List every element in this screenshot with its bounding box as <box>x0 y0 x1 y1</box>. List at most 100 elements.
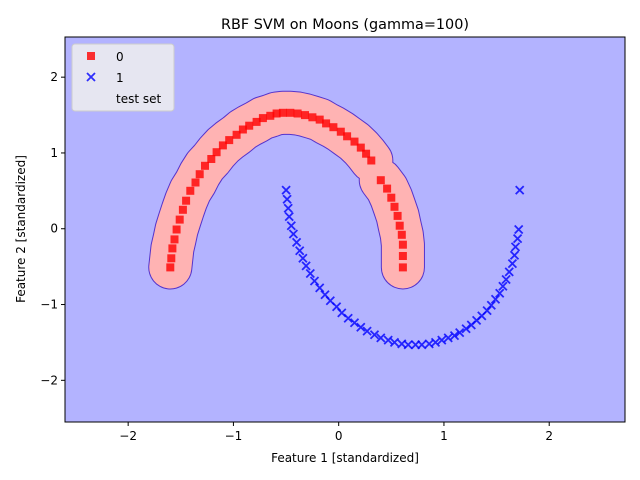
y-tick-label: 0 <box>50 222 58 236</box>
y-axis-ticks: −2 −1 0 1 2 <box>40 70 65 387</box>
series-0-point <box>336 127 345 136</box>
series-1-point <box>343 313 353 323</box>
series-0-point <box>393 211 402 220</box>
series-1-point <box>301 261 311 271</box>
plot-frame <box>64 36 626 423</box>
series-1-point <box>515 185 525 195</box>
series-1-point <box>383 335 393 345</box>
series-0-point <box>186 186 195 195</box>
series-0-point <box>376 176 385 185</box>
series-1-point <box>282 194 292 204</box>
x-axis-label: Feature 1 [standardized] <box>271 451 419 465</box>
series-0-point <box>367 156 376 165</box>
series-0-markers <box>166 108 407 272</box>
series-1-point <box>430 337 441 348</box>
legend-label-test-set: test set <box>116 92 161 106</box>
series-0-point <box>168 244 177 253</box>
series-0-point <box>395 221 404 230</box>
series-1-point <box>286 221 296 231</box>
series-1-point <box>417 340 427 350</box>
series-1-point <box>490 294 501 304</box>
class-0-region-band-1 <box>359 159 424 289</box>
series-1-point <box>461 324 471 334</box>
series-0-point <box>178 205 187 214</box>
series-0-point <box>245 121 254 130</box>
series-0-point <box>182 196 191 205</box>
series-0-point <box>343 132 352 141</box>
legend-marker-0 <box>87 52 95 60</box>
y-tick-label: 2 <box>50 70 58 84</box>
series-0-point <box>266 111 275 120</box>
series-0-point <box>225 136 234 145</box>
series-1-point <box>356 322 366 332</box>
series-0-point <box>170 235 179 244</box>
series-1-point <box>514 224 524 235</box>
series-1-point <box>362 326 372 336</box>
series-0-point <box>212 148 221 157</box>
series-1-markers <box>281 185 525 350</box>
legend-box <box>71 43 175 112</box>
series-0-point <box>315 115 324 124</box>
x-tick-label: 1 <box>440 429 448 443</box>
legend: 0 1 test set <box>71 43 175 112</box>
series-0-point <box>191 178 200 187</box>
series-0-point <box>195 170 204 179</box>
series-1-point <box>295 246 305 256</box>
legend-label-0: 0 <box>116 50 124 64</box>
series-0-point <box>238 125 247 134</box>
series-0-point <box>172 225 181 234</box>
series-1-point <box>288 229 299 239</box>
series-0-point <box>258 114 267 123</box>
series-0-point <box>329 123 338 132</box>
series-1-point <box>283 203 293 213</box>
legend-marker-1 <box>86 72 96 82</box>
series-1-point <box>509 250 520 260</box>
series-0-point <box>390 202 399 211</box>
series-0-point <box>397 230 406 239</box>
series-1-point <box>504 267 514 277</box>
y-tick-label: 1 <box>50 146 58 160</box>
series-1-point <box>449 330 460 341</box>
x-axis-ticks: −2 −1 0 1 2 <box>119 422 553 443</box>
y-tick-label: −2 <box>40 373 58 387</box>
y-axis-label: Feature 2 [standardized] <box>14 155 28 303</box>
series-0-point <box>308 113 317 122</box>
series-0-point <box>383 184 392 193</box>
series-1-point <box>309 276 320 286</box>
x-tick-label: 2 <box>545 429 553 443</box>
series-0-point <box>167 254 176 263</box>
series-1-point <box>389 337 400 348</box>
series-1-point <box>507 258 518 269</box>
series-0-point <box>278 108 287 117</box>
x-tick-label: 0 <box>335 429 343 443</box>
series-0-point <box>207 155 216 163</box>
series-1-point <box>298 253 308 263</box>
series-1-point <box>369 330 380 340</box>
series-0-point <box>398 240 407 249</box>
series-1-point <box>291 237 302 248</box>
chart-title: RBF SVM on Moons (gamma=100) <box>221 17 469 33</box>
series-0-point <box>201 161 209 170</box>
series-1-point <box>305 268 315 279</box>
series-1-point <box>498 281 508 291</box>
series-1-point <box>510 242 521 252</box>
y-tick-label: −1 <box>40 298 58 312</box>
series-1-point <box>495 288 505 298</box>
series-0-point <box>387 193 396 202</box>
x-tick-label: −2 <box>119 429 137 443</box>
x-tick-label: −1 <box>225 429 243 443</box>
series-0-point <box>272 109 281 118</box>
series-1-point <box>486 300 496 310</box>
series-0-point <box>175 215 184 224</box>
series-1-point <box>403 340 413 350</box>
series-1-point <box>284 211 294 222</box>
series-0-point <box>286 108 295 117</box>
series-1-point <box>376 333 386 343</box>
series-0-point <box>362 149 371 158</box>
legend-label-1: 1 <box>116 71 124 85</box>
series-0-point <box>232 130 241 139</box>
series-1-point <box>443 333 453 343</box>
series-0-point <box>293 109 302 118</box>
series-0-point <box>166 263 175 272</box>
